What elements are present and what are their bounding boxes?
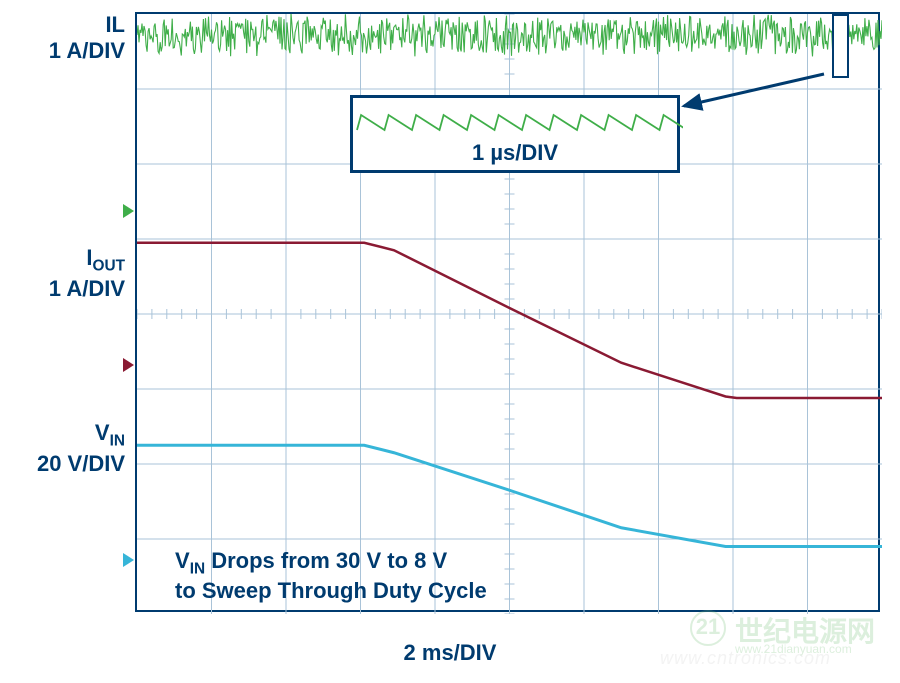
label-il: IL 1 A/DIV (10, 12, 125, 65)
channel-marker-il (123, 204, 134, 218)
il-cursor-window (832, 14, 849, 78)
channel-marker-iout (123, 358, 134, 372)
annotation-rest1: Drops from 30 V to 8 V (205, 548, 447, 573)
annotation-pre: V (175, 548, 190, 573)
channel-marker-vin (123, 553, 134, 567)
annotation-sub: IN (190, 560, 205, 577)
label-vin-pre: V (95, 420, 110, 445)
label-iout-line2: 1 A/DIV (49, 276, 125, 301)
label-iout: IOUT 1 A/DIV (10, 245, 125, 302)
inset-zoom-box: 1 µs/DIV (350, 95, 680, 173)
label-vin: VIN 20 V/DIV (10, 420, 125, 477)
label-il-line1: IL (105, 12, 125, 37)
label-il-line2: 1 A/DIV (49, 38, 125, 63)
vin-annotation: VIN Drops from 30 V to 8 V to Sweep Thro… (175, 548, 487, 604)
label-vin-line2: 20 V/DIV (37, 451, 125, 476)
inset-timebase-label: 1 µs/DIV (353, 140, 677, 166)
xaxis-timebase-label: 2 ms/DIV (0, 640, 900, 666)
label-iout-sub: OUT (93, 257, 126, 274)
annotation-rest2: to Sweep Through Duty Cycle (175, 578, 487, 603)
label-vin-sub: IN (110, 432, 125, 449)
